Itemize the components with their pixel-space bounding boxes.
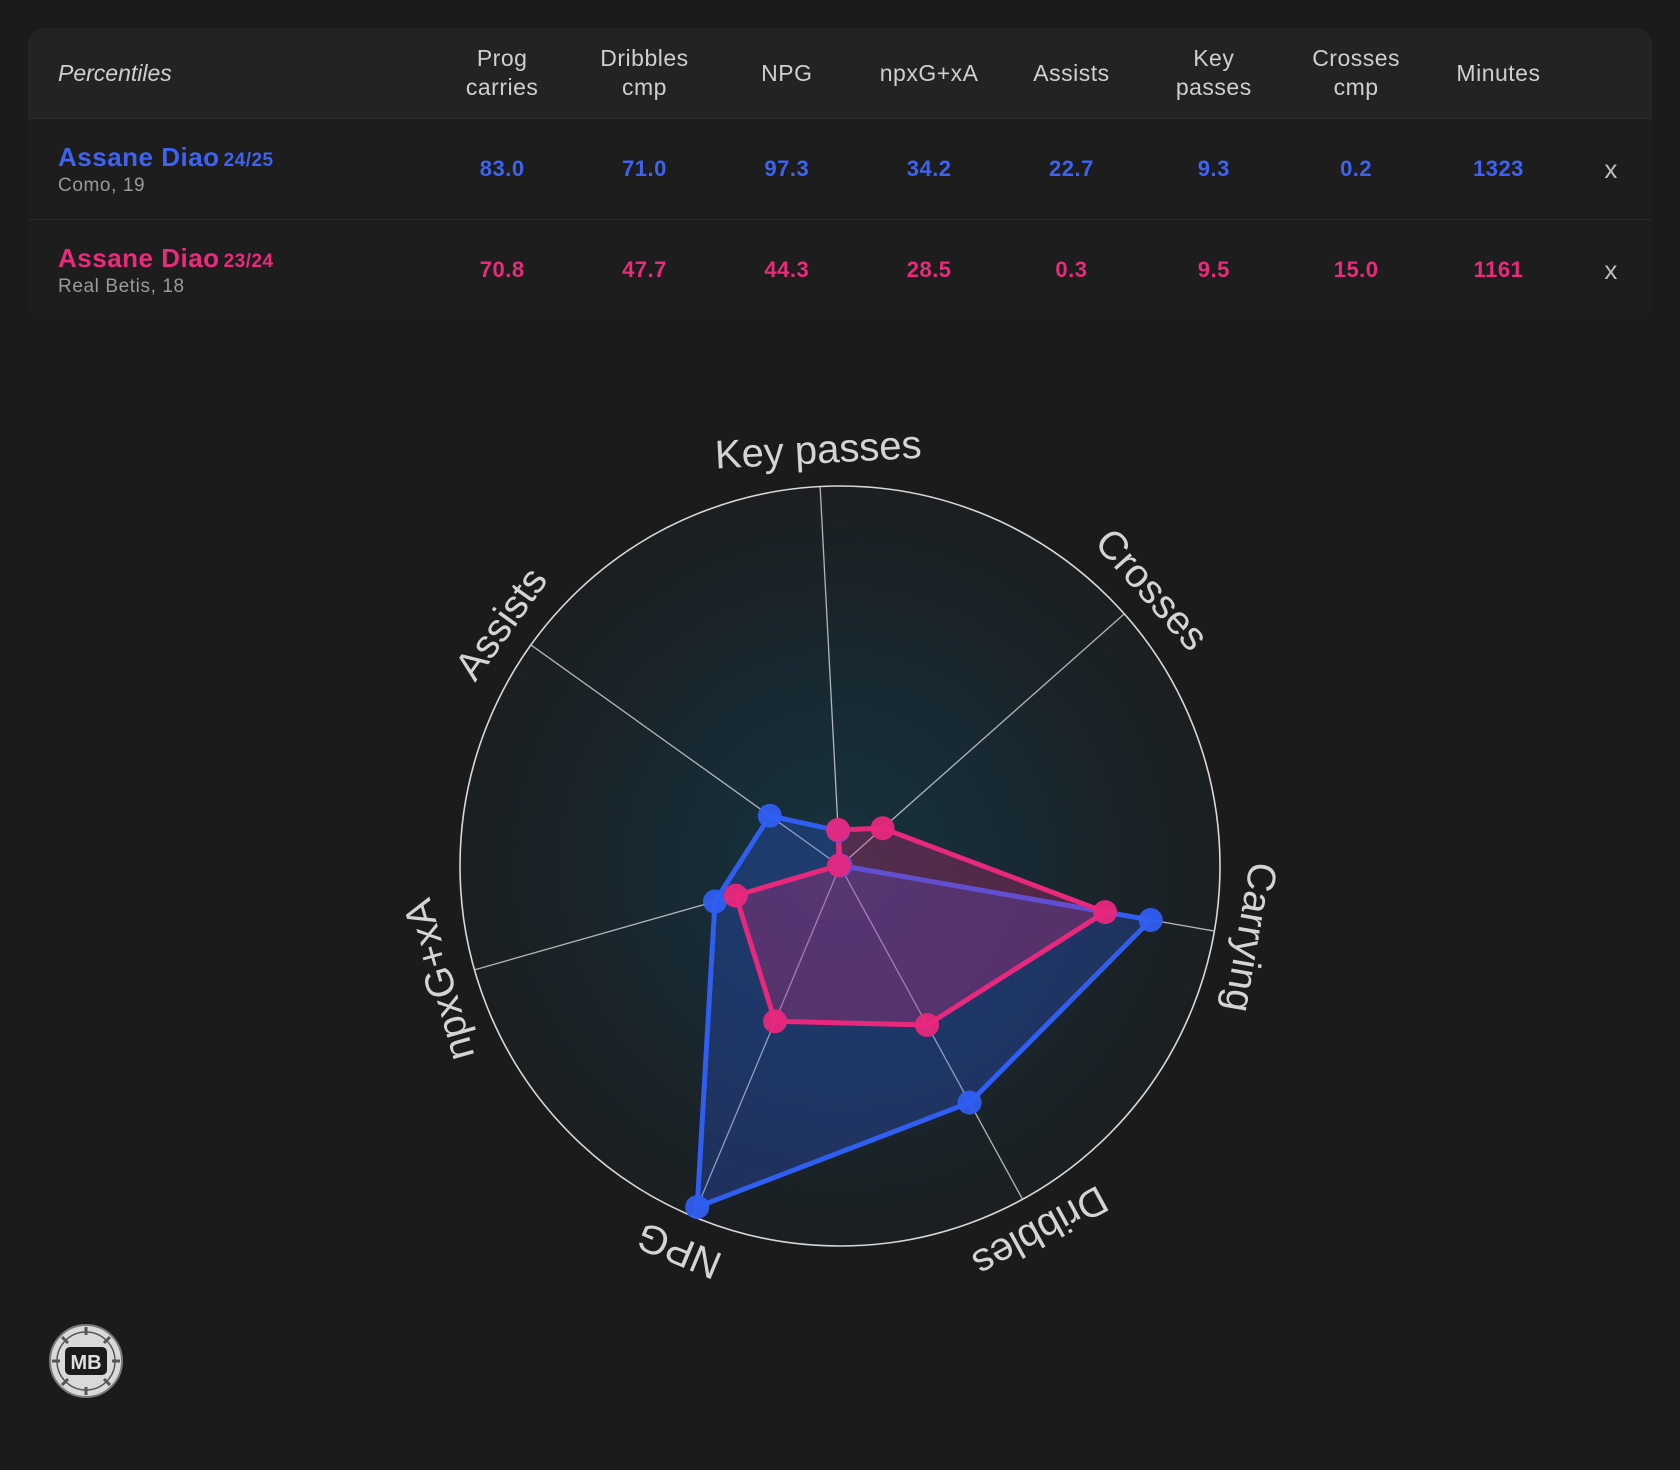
radar-point[interactable] xyxy=(685,1195,710,1220)
radar-axis-label: Carrying xyxy=(1216,859,1285,1015)
player-2-dribbles-cmp: 47.7 xyxy=(622,257,667,282)
player-2-info: Assane Diao 23/24 Real Betis, 18 xyxy=(28,243,431,298)
player-1-npg: 97.3 xyxy=(764,156,810,181)
player-1-assists: 22.7 xyxy=(1049,156,1094,181)
radar-point[interactable] xyxy=(723,883,748,908)
mb-logo: MB xyxy=(48,1323,124,1399)
player-1-season: 24/25 xyxy=(223,149,274,171)
radar-point[interactable] xyxy=(763,1009,787,1034)
player-1-dribbles-cmp: 71.0 xyxy=(622,156,667,181)
col-dribbles-cmp: Dribbles cmp xyxy=(600,45,689,100)
player-1-info: Assane Diao 24/25 Como, 19 xyxy=(28,142,431,197)
radar-point[interactable] xyxy=(915,1013,940,1037)
remove-player-1-button[interactable]: x xyxy=(1604,153,1618,184)
radar-point[interactable] xyxy=(870,816,895,841)
player-1-club: Como, 19 xyxy=(58,174,146,196)
player-2-club: Real Betis, 18 xyxy=(58,275,185,297)
radar-point[interactable] xyxy=(827,853,852,878)
col-minutes: Minutes xyxy=(1456,59,1541,86)
radar-point[interactable] xyxy=(1138,908,1163,932)
radar-point[interactable] xyxy=(1093,900,1118,925)
player-2-key-passes: 9.5 xyxy=(1197,257,1230,282)
player-2-npg: 44.3 xyxy=(764,257,810,282)
percentiles-header: Percentiles xyxy=(58,59,172,86)
col-npg: NPG xyxy=(761,59,813,86)
player-2-prog-carries: 70.8 xyxy=(479,257,525,282)
radar-point[interactable] xyxy=(957,1090,982,1115)
table-row-player-2: Assane Diao 23/24 Real Betis, 18 70.8 47.… xyxy=(28,220,1652,320)
table-row-player-1: Assane Diao 24/25 Como, 19 83.0 71.0 97.3… xyxy=(28,119,1652,220)
player-2-minutes: 1161 xyxy=(1473,257,1524,282)
player-1-minutes: 1323 xyxy=(1472,156,1524,181)
player-2-name[interactable]: Assane Diao xyxy=(58,242,220,273)
player-1-npxg-xa: 34.2 xyxy=(906,156,952,181)
col-npxg-xa: npxG+xA xyxy=(879,59,979,86)
col-crosses-cmp: Crosses cmp xyxy=(1312,45,1401,100)
radar-spoke xyxy=(819,486,841,867)
radar-outer-ring xyxy=(459,485,1221,1247)
logo-text: MB xyxy=(70,1352,101,1374)
player-2-crosses-cmp: 15.0 xyxy=(1333,257,1379,282)
radar-series-area-1 xyxy=(694,813,1154,1210)
table-header: Percentiles Prog carries Dribbles cmp NP… xyxy=(28,28,1652,119)
radar-series-area-2 xyxy=(733,825,1108,1028)
radar-point[interactable] xyxy=(826,817,851,842)
remove-player-2-button[interactable]: x xyxy=(1604,254,1618,285)
col-key-passes: Key passes xyxy=(1175,45,1252,100)
comparison-table: Percentiles Prog carries Dribbles cmp NP… xyxy=(28,28,1652,320)
player-1-key-passes: 9.3 xyxy=(1197,156,1230,181)
radar-axis-label: Key passes xyxy=(714,423,923,478)
col-prog-carries: Prog carries xyxy=(465,45,539,100)
player-2-season: 23/24 xyxy=(223,250,274,272)
col-assists: Assists xyxy=(1033,59,1110,86)
player-2-assists: 0.3 xyxy=(1055,257,1088,282)
radar-spoke xyxy=(530,644,841,867)
player-1-name[interactable]: Assane Diao xyxy=(58,141,220,172)
player-1-crosses-cmp: 0.2 xyxy=(1340,156,1373,181)
player-2-npxg-xa: 28.5 xyxy=(906,257,952,282)
radar-point[interactable] xyxy=(757,803,782,828)
radar-point[interactable] xyxy=(703,889,727,914)
radar-spoke xyxy=(692,865,841,1217)
player-1-prog-carries: 83.0 xyxy=(479,156,525,181)
